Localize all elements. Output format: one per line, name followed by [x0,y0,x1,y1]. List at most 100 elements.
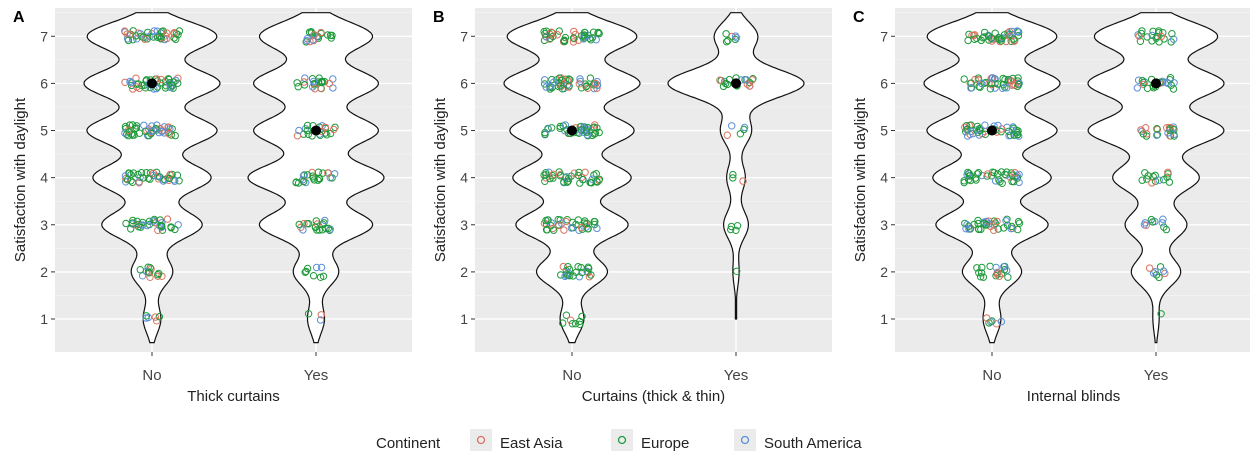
data-point [1136,37,1145,45]
data-point [991,29,999,37]
data-point [740,123,749,132]
data-point [964,36,972,45]
data-point [174,31,182,39]
data-point [973,170,982,178]
data-point [569,34,578,42]
data-point [138,81,146,90]
data-point [555,27,563,35]
data-point [1011,169,1019,177]
data-point [1005,127,1013,136]
panel-a: A 1 2 3 4 5 6 7 No Yes Thick curtains Satisfaction … [12,8,412,405]
data-point [1160,223,1168,231]
data-point [1152,271,1161,279]
data-point [725,75,734,84]
data-point [1155,176,1163,184]
data-point [317,263,326,272]
data-point [1164,168,1172,177]
data-point [324,31,332,39]
data-point [746,82,754,90]
data-point [1008,30,1016,39]
data-point [579,175,587,184]
data-point [576,320,584,328]
data-point [997,35,1006,43]
data-point [304,220,313,228]
data-point [1149,27,1157,35]
data-point [1001,170,1009,179]
data-point [590,217,598,226]
data-point [1148,179,1156,187]
data-point [142,314,150,322]
data-point [548,83,556,92]
data-point [129,216,137,225]
data-point [560,226,568,234]
data-point [594,28,603,37]
data-point [542,216,550,225]
data-point [1139,80,1148,89]
data-point [142,312,151,320]
data-point [974,216,982,225]
data-point [1134,31,1142,39]
data-point [308,83,317,91]
data-point [979,273,988,281]
data-point [147,127,156,135]
data-point [732,226,740,235]
data-point [580,31,588,39]
data-point [967,79,975,87]
data-point [565,82,573,90]
data-point [553,31,562,39]
data-point [995,176,1003,184]
data-point [975,269,983,277]
data-point [127,225,135,233]
data-point [164,75,173,83]
data-point [977,269,986,277]
data-point [595,175,604,184]
data-point [321,123,329,132]
data-point [293,132,302,140]
data-point [559,319,567,327]
data-point [1010,35,1018,43]
data-point [568,320,577,328]
data-point [1155,29,1163,37]
data-point [166,125,174,133]
y-tick-label: 4 [880,170,888,186]
data-point [132,122,141,130]
data-point [584,84,592,93]
data-point [998,84,1007,93]
data-point [295,220,303,229]
data-point [588,34,597,42]
data-point [167,223,175,231]
data-point [562,173,571,181]
data-point [126,77,134,86]
data-point [317,28,325,37]
data-point [989,74,997,82]
data-point [134,223,143,231]
data-point [328,174,336,182]
data-point [151,313,160,321]
data-point [1155,273,1163,282]
y-tick-label: 7 [40,28,48,44]
data-point [1015,178,1023,187]
y-tick-label: 4 [40,170,48,186]
data-point [561,121,570,129]
data-point [546,82,554,90]
data-point [159,177,168,185]
data-point [1165,123,1174,132]
data-point [994,225,1002,233]
data-point [580,28,589,37]
data-point [968,31,976,40]
data-point [122,219,130,228]
data-point [303,264,312,273]
data-point [146,264,154,272]
median-point [987,125,997,136]
data-point [588,175,596,183]
data-point [990,217,998,225]
median-point [731,78,741,89]
data-point [158,27,166,36]
data-point [1144,172,1153,180]
data-point [992,263,1000,272]
data-point [592,79,600,88]
data-point [981,121,989,129]
data-point [149,217,157,225]
x-tick-label: Yes [304,367,328,384]
y-tick-label: 5 [40,123,48,139]
